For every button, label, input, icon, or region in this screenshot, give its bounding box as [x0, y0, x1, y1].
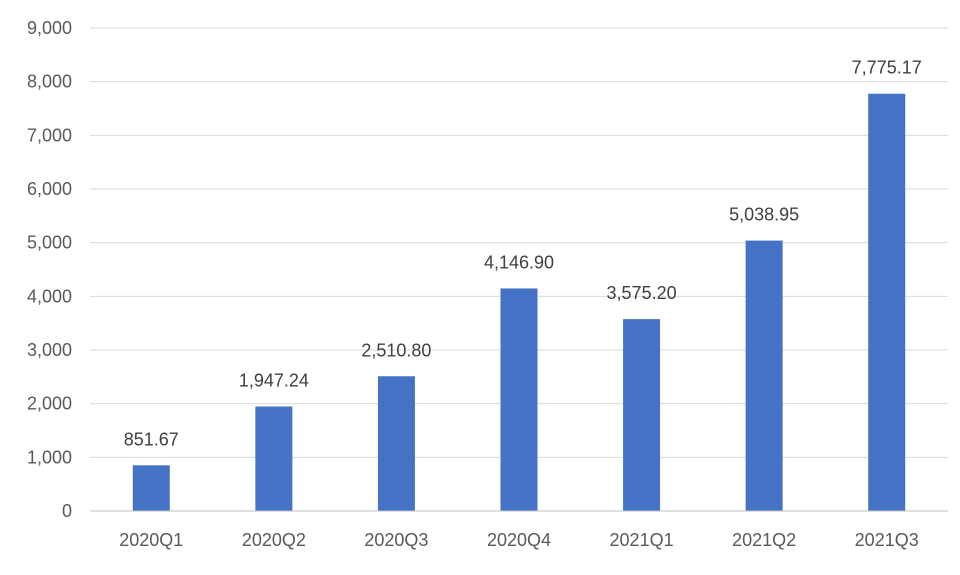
x-category-label-2021Q1: 2021Q1 [610, 530, 674, 550]
bar-2021Q2 [745, 240, 783, 511]
x-category-label-2020Q3: 2020Q3 [364, 530, 428, 550]
y-tick-label: 0 [62, 501, 72, 521]
data-label-2020Q4: 4,146.90 [484, 252, 554, 272]
bar-2020Q2 [255, 406, 293, 511]
data-label-2020Q2: 1,947.24 [239, 370, 309, 390]
bar-2020Q3 [377, 376, 415, 511]
y-tick-label: 9,000 [27, 18, 72, 38]
y-tick-label: 8,000 [27, 72, 72, 92]
bar-2021Q3 [868, 93, 906, 511]
data-label-2020Q3: 2,510.80 [361, 340, 431, 360]
x-category-label-2020Q4: 2020Q4 [487, 530, 551, 550]
data-label-2021Q2: 5,038.95 [729, 205, 799, 225]
data-labels: 851.67 1,947.24 2,510.80 4,146.90 3,575.20 5,… [124, 58, 922, 450]
bars [132, 93, 906, 511]
y-tick-label: 5,000 [27, 233, 72, 253]
y-axis-ticks: 0 1,000 2,000 3,000 4,000 5,000 6,000 7,000 8,00… [27, 18, 72, 521]
bar-2020Q1 [132, 465, 170, 511]
y-tick-label: 7,000 [27, 125, 72, 145]
y-tick-label: 4,000 [27, 286, 72, 306]
bar-2020Q4 [500, 288, 538, 511]
data-label-2020Q1: 851.67 [124, 429, 179, 449]
y-tick-label: 6,000 [27, 179, 72, 199]
x-category-label-2020Q1: 2020Q1 [119, 530, 183, 550]
x-axis-categories: 2020Q1 2020Q2 2020Q3 2020Q4 2021Q1 2021Q2 2021… [119, 530, 918, 550]
data-label-2021Q3: 7,775.17 [852, 58, 922, 78]
bar-2021Q1 [623, 319, 661, 511]
y-tick-label: 1,000 [27, 447, 72, 467]
y-tick-label: 3,000 [27, 340, 72, 360]
x-category-label-2020Q2: 2020Q2 [242, 530, 306, 550]
x-category-label-2021Q3: 2021Q3 [855, 530, 919, 550]
x-category-label-2021Q2: 2021Q2 [732, 530, 796, 550]
gridlines [90, 27, 948, 458]
y-tick-label: 2,000 [27, 394, 72, 414]
data-label-2021Q1: 3,575.20 [607, 283, 677, 303]
